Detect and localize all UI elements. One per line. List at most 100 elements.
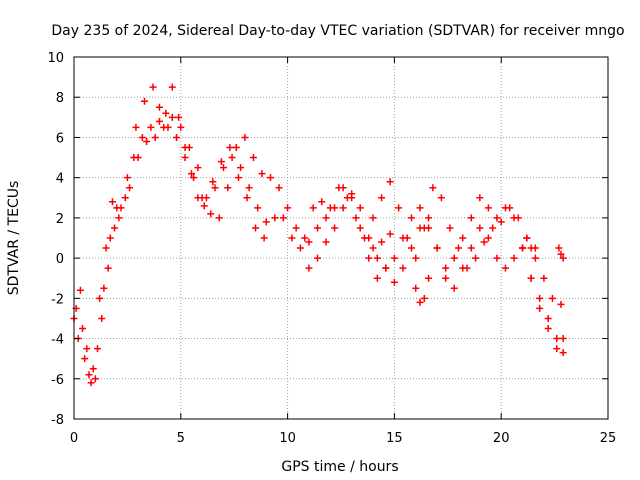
data-point	[544, 325, 552, 332]
data-point	[420, 224, 428, 232]
data-point	[472, 254, 480, 262]
data-point	[168, 83, 176, 91]
y-tick-label: 6	[56, 131, 64, 146]
data-point	[185, 144, 193, 151]
data-point	[557, 250, 565, 258]
data-point	[331, 224, 339, 232]
data-point	[147, 123, 155, 131]
data-point	[484, 234, 492, 242]
data-point	[217, 158, 225, 166]
data-point	[373, 274, 381, 282]
data-point	[254, 204, 262, 212]
data-point	[175, 113, 183, 121]
data-point	[527, 244, 535, 252]
data-point	[115, 214, 123, 222]
data-point	[81, 355, 89, 363]
data-point	[85, 371, 93, 379]
data-points	[70, 83, 567, 387]
data-point	[365, 254, 373, 262]
data-point	[98, 314, 106, 322]
data-point	[194, 164, 202, 172]
data-point	[260, 234, 268, 242]
data-point	[412, 254, 420, 262]
data-point	[262, 218, 270, 226]
data-point	[555, 244, 563, 252]
data-point	[243, 194, 251, 202]
x-tick-label: 25	[600, 431, 617, 446]
x-tick-label: 10	[279, 431, 296, 446]
data-point	[536, 304, 544, 312]
data-point	[279, 214, 287, 222]
y-tick-label: -4	[51, 333, 64, 348]
data-point	[365, 234, 373, 242]
data-point	[416, 204, 424, 212]
data-point	[390, 278, 398, 286]
data-point	[493, 214, 501, 222]
data-point	[544, 314, 552, 322]
data-point	[459, 234, 467, 242]
data-point	[425, 274, 433, 282]
data-point	[91, 375, 99, 383]
data-point	[132, 123, 140, 131]
data-point	[123, 174, 131, 182]
data-point	[237, 164, 245, 172]
data-point	[168, 113, 176, 121]
data-point	[190, 174, 198, 182]
data-point	[437, 194, 445, 202]
data-point	[559, 349, 567, 357]
data-point	[339, 204, 347, 212]
data-point	[322, 238, 330, 246]
data-point	[531, 254, 539, 262]
data-point	[331, 204, 339, 212]
data-point	[177, 123, 185, 131]
y-tick-label: -8	[51, 413, 64, 428]
data-point	[429, 184, 437, 192]
data-point	[369, 244, 377, 252]
data-point	[386, 230, 394, 238]
data-point	[226, 144, 234, 151]
data-point	[126, 184, 134, 192]
data-point	[271, 214, 279, 222]
data-point	[506, 204, 514, 212]
y-tick-label: 10	[47, 51, 64, 66]
data-point	[305, 264, 313, 272]
data-point	[519, 244, 527, 252]
data-point	[476, 224, 484, 232]
data-point	[275, 184, 283, 192]
data-point	[117, 204, 125, 212]
data-point	[224, 184, 232, 192]
data-point	[162, 109, 170, 117]
data-point	[493, 254, 501, 262]
data-point	[322, 214, 330, 222]
data-point	[209, 178, 217, 186]
data-point	[559, 335, 567, 343]
data-point	[267, 174, 275, 182]
data-point	[149, 83, 157, 91]
data-point	[480, 238, 488, 246]
data-point	[454, 244, 462, 252]
data-point	[373, 254, 381, 262]
data-point	[241, 133, 249, 141]
data-point	[514, 214, 522, 222]
data-point	[76, 286, 84, 294]
data-point	[339, 184, 347, 192]
data-point	[523, 234, 531, 242]
data-point	[314, 224, 322, 232]
data-point	[111, 224, 119, 232]
plot-frame	[73, 56, 609, 420]
x-tick-label: 0	[70, 431, 78, 446]
data-point	[548, 294, 556, 302]
data-point	[249, 154, 257, 162]
data-point	[540, 274, 548, 282]
chart-title: Day 235 of 2024, Sidereal Day-to-day VTE…	[51, 23, 624, 39]
data-point	[288, 234, 296, 242]
data-point	[416, 298, 424, 306]
data-point	[382, 264, 390, 272]
data-point	[83, 345, 91, 353]
data-point	[187, 170, 195, 178]
data-point	[433, 244, 441, 252]
data-point	[173, 133, 181, 141]
data-point	[228, 154, 236, 162]
